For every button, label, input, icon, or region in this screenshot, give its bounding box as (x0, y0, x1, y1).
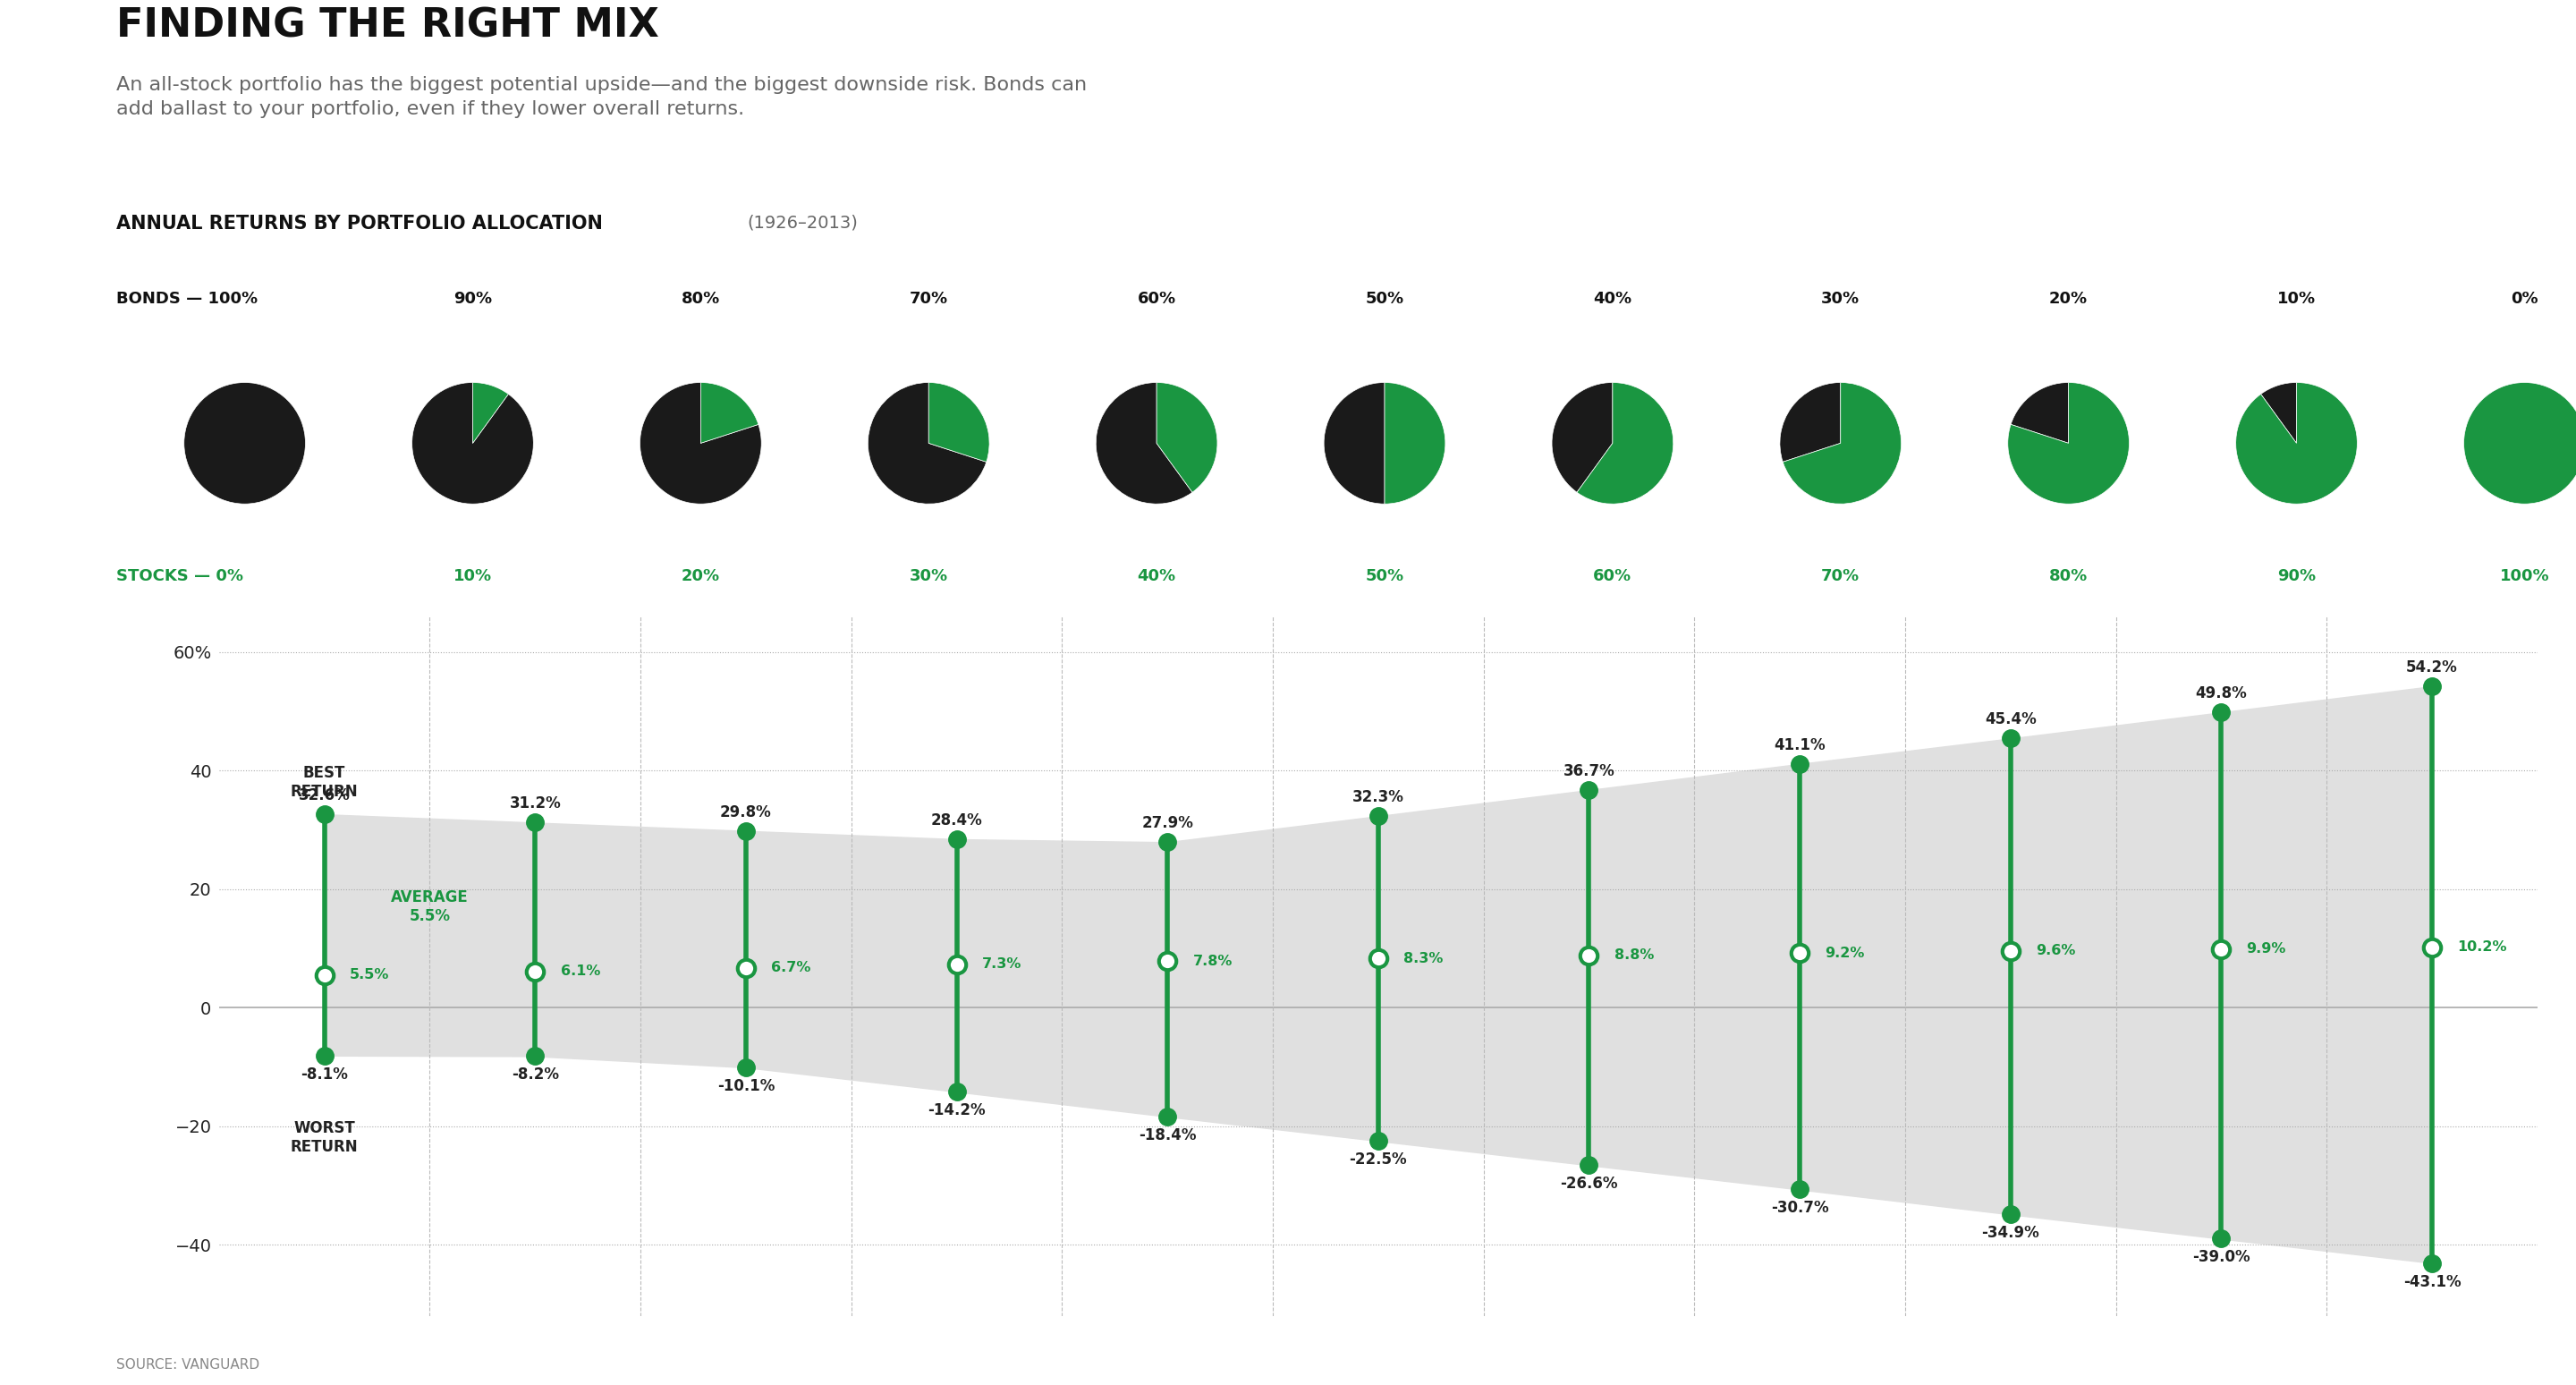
Text: 50%: 50% (1365, 291, 1404, 307)
Wedge shape (639, 382, 762, 504)
Wedge shape (868, 382, 987, 504)
Text: 27.9%: 27.9% (1141, 816, 1193, 831)
Wedge shape (1386, 382, 1445, 504)
Text: 6.7%: 6.7% (770, 961, 811, 975)
Wedge shape (1577, 382, 1674, 504)
Wedge shape (474, 382, 507, 443)
Text: AVERAGE
5.5%: AVERAGE 5.5% (392, 889, 469, 924)
Text: 20%: 20% (2050, 291, 2087, 307)
Wedge shape (1324, 382, 1386, 504)
Wedge shape (1780, 382, 1839, 463)
Text: 90%: 90% (2277, 568, 2316, 584)
Text: (1926–2013): (1926–2013) (747, 215, 858, 231)
Wedge shape (1783, 382, 1901, 504)
Text: 6.1%: 6.1% (562, 965, 600, 978)
Wedge shape (2262, 382, 2298, 443)
Text: 8.8%: 8.8% (1615, 949, 1654, 963)
Text: 9.2%: 9.2% (1824, 946, 1865, 960)
Text: 36.7%: 36.7% (1564, 763, 1615, 780)
Text: ANNUAL RETURNS BY PORTFOLIO ALLOCATION: ANNUAL RETURNS BY PORTFOLIO ALLOCATION (116, 215, 603, 233)
Text: 100%: 100% (2499, 568, 2550, 584)
Text: 41.1%: 41.1% (1775, 737, 1826, 753)
Text: 54.2%: 54.2% (2406, 659, 2458, 676)
Text: 70%: 70% (909, 291, 948, 307)
Text: 60%: 60% (1595, 568, 1631, 584)
Wedge shape (2236, 382, 2357, 504)
Text: FINDING THE RIGHT MIX: FINDING THE RIGHT MIX (116, 7, 659, 46)
Text: SOURCE: VANGUARD: SOURCE: VANGUARD (116, 1357, 260, 1371)
Text: -43.1%: -43.1% (2403, 1274, 2460, 1289)
Text: 28.4%: 28.4% (930, 813, 981, 828)
Text: 32.3%: 32.3% (1352, 789, 1404, 806)
Text: 0%: 0% (2512, 291, 2537, 307)
Wedge shape (1095, 382, 1193, 504)
Wedge shape (2012, 382, 2069, 443)
Text: 30%: 30% (909, 568, 948, 584)
Text: -18.4%: -18.4% (1139, 1127, 1195, 1144)
Wedge shape (2463, 382, 2576, 504)
Text: -22.5%: -22.5% (1350, 1151, 1406, 1168)
Wedge shape (927, 382, 989, 463)
Text: 8.3%: 8.3% (1404, 951, 1443, 965)
Text: 80%: 80% (2048, 568, 2089, 584)
Text: 60%: 60% (1139, 291, 1175, 307)
Text: 9.9%: 9.9% (2246, 942, 2285, 956)
Text: An all-stock portfolio has the biggest potential upside—and the biggest downside: An all-stock portfolio has the biggest p… (116, 76, 1087, 118)
Text: BEST
RETURN: BEST RETURN (291, 765, 358, 799)
Text: 30%: 30% (1821, 291, 1860, 307)
Text: 7.3%: 7.3% (981, 957, 1023, 971)
Text: 80%: 80% (680, 291, 721, 307)
Text: -26.6%: -26.6% (1561, 1176, 1618, 1192)
Text: STOCKS — 0%: STOCKS — 0% (116, 568, 242, 584)
Text: 10.2%: 10.2% (2458, 940, 2506, 954)
Text: -14.2%: -14.2% (927, 1102, 987, 1119)
Text: 9.6%: 9.6% (2035, 945, 2076, 957)
Text: -8.1%: -8.1% (301, 1066, 348, 1082)
Text: 40%: 40% (1595, 291, 1631, 307)
Text: -10.1%: -10.1% (716, 1078, 775, 1094)
Text: BONDS — 100%: BONDS — 100% (116, 291, 258, 307)
Text: 29.8%: 29.8% (721, 805, 773, 820)
Wedge shape (701, 382, 757, 443)
Wedge shape (2007, 382, 2130, 504)
Text: 45.4%: 45.4% (1984, 712, 2035, 727)
Text: 40%: 40% (1139, 568, 1175, 584)
Wedge shape (412, 382, 533, 504)
Wedge shape (183, 382, 307, 504)
Text: 49.8%: 49.8% (2195, 686, 2246, 702)
Text: 20%: 20% (683, 568, 719, 584)
Text: 32.6%: 32.6% (299, 788, 350, 803)
Text: -8.2%: -8.2% (513, 1066, 559, 1083)
Text: 5.5%: 5.5% (350, 968, 389, 982)
Text: -34.9%: -34.9% (1981, 1226, 2040, 1241)
Text: 7.8%: 7.8% (1193, 954, 1231, 968)
Text: 31.2%: 31.2% (510, 796, 562, 812)
Text: 10%: 10% (453, 568, 492, 584)
Text: 70%: 70% (1821, 568, 1860, 584)
Text: 10%: 10% (2277, 291, 2316, 307)
Text: 50%: 50% (1365, 568, 1404, 584)
Text: WORST
RETURN: WORST RETURN (291, 1120, 358, 1155)
Wedge shape (1157, 382, 1218, 492)
Text: -39.0%: -39.0% (2192, 1249, 2249, 1266)
Wedge shape (1551, 382, 1613, 492)
Text: -30.7%: -30.7% (1770, 1201, 1829, 1216)
Text: 90%: 90% (453, 291, 492, 307)
